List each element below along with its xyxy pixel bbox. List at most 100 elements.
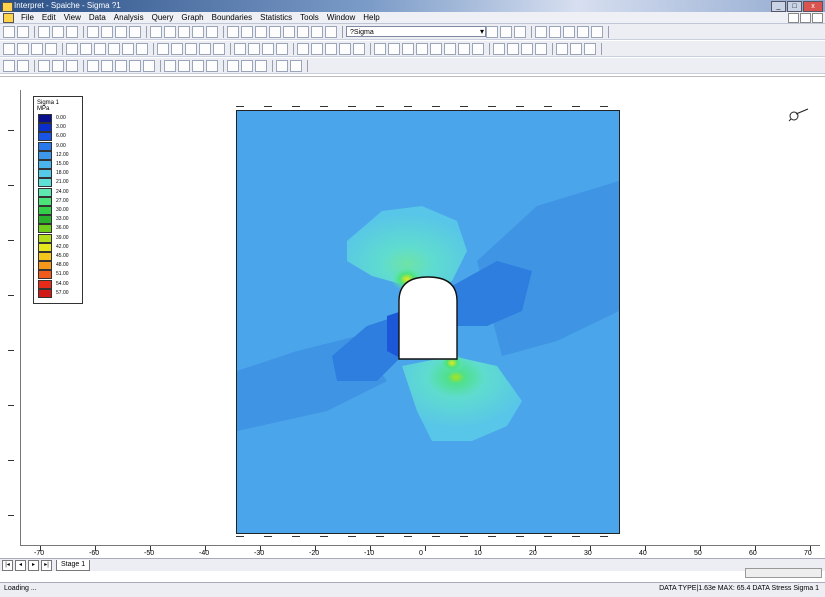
tb2-tool-button[interactable] <box>66 42 78 55</box>
tb2-tool-button[interactable] <box>311 42 323 55</box>
tb2-tool-button[interactable] <box>493 42 505 55</box>
tb2-tool-button[interactable] <box>458 42 470 55</box>
tb1-tool-button[interactable] <box>311 25 323 38</box>
tb2-tool-button[interactable] <box>584 42 596 55</box>
tb1-tool-button[interactable] <box>255 25 267 38</box>
tb2-tool-button[interactable] <box>234 42 246 55</box>
tb1-tool-button[interactable] <box>591 25 603 38</box>
tb2-tool-button[interactable] <box>171 42 183 55</box>
tb2-tool-button[interactable] <box>157 42 169 55</box>
tb1-tool-button[interactable] <box>535 25 547 38</box>
tb2-tool-button[interactable] <box>276 42 288 55</box>
mdi-restore-button[interactable] <box>800 13 811 23</box>
tb2-tool-button[interactable] <box>353 42 365 55</box>
tb3-tool-button[interactable] <box>17 59 29 72</box>
menu-boundaries[interactable]: Boundaries <box>211 13 253 22</box>
tb2-tool-button[interactable] <box>31 42 43 55</box>
tb2-tool-button[interactable] <box>108 42 120 55</box>
tb1-tool-button[interactable] <box>227 25 239 38</box>
tb2-tool-button[interactable] <box>185 42 197 55</box>
tb3-tool-button[interactable] <box>143 59 155 72</box>
tb3-tool-button[interactable] <box>115 59 127 72</box>
tb1-tool-button[interactable] <box>38 25 50 38</box>
close-button[interactable]: x <box>803 1 823 12</box>
tb3-tool-button[interactable] <box>164 59 176 72</box>
menu-graph[interactable]: Graph <box>181 13 204 22</box>
tb3-tool-button[interactable] <box>101 59 113 72</box>
first-tab-button[interactable]: |◂ <box>2 559 13 571</box>
tb3-tool-button[interactable] <box>290 59 302 72</box>
tb3-tool-button[interactable] <box>38 59 50 72</box>
stress-contour-plot[interactable] <box>236 110 620 534</box>
tb2-tool-button[interactable] <box>416 42 428 55</box>
tb2-tool-button[interactable] <box>45 42 57 55</box>
menu-tools[interactable]: Tools <box>300 13 319 22</box>
tb1-tool-button[interactable] <box>486 25 498 38</box>
tb2-tool-button[interactable] <box>3 42 15 55</box>
tb1-tool-button[interactable] <box>115 25 127 38</box>
tb2-tool-button[interactable] <box>199 42 211 55</box>
tb1-tool-button[interactable] <box>325 25 337 38</box>
tb3-tool-button[interactable] <box>52 59 64 72</box>
data-type-select[interactable]: ?Sigma <box>346 26 486 37</box>
menu-window[interactable]: Window <box>326 13 356 22</box>
tb3-tool-button[interactable] <box>129 59 141 72</box>
horizontal-scrollbar[interactable] <box>745 568 822 578</box>
tb2-tool-button[interactable] <box>535 42 547 55</box>
tb1-tool-button[interactable] <box>297 25 309 38</box>
tab-stage-1[interactable]: Stage 1 <box>56 559 91 571</box>
menu-data[interactable]: Data <box>88 13 106 22</box>
tb3-tool-button[interactable] <box>206 59 218 72</box>
tb1-tool-button[interactable] <box>101 25 113 38</box>
menu-view[interactable]: View <box>63 13 81 22</box>
tb2-tool-button[interactable] <box>248 42 260 55</box>
tb1-tool-button[interactable] <box>66 25 78 38</box>
tb2-tool-button[interactable] <box>80 42 92 55</box>
tb2-tool-button[interactable] <box>122 42 134 55</box>
tb3-tool-button[interactable] <box>178 59 190 72</box>
tb1-tool-button[interactable] <box>87 25 99 38</box>
tb1-tool-button[interactable] <box>52 25 64 38</box>
tb3-tool-button[interactable] <box>241 59 253 72</box>
tb2-tool-button[interactable] <box>507 42 519 55</box>
tb2-tool-button[interactable] <box>94 42 106 55</box>
mdi-minimize-button[interactable] <box>788 13 799 23</box>
tb1-tool-button[interactable] <box>164 25 176 38</box>
tb1-tool-button[interactable] <box>269 25 281 38</box>
tb2-tool-button[interactable] <box>213 42 225 55</box>
contour-legend[interactable]: Sigma 1 MPa 0.00 3.00 6.00 9.00 12.00 15.00 18… <box>33 96 83 304</box>
tb1-tool-button[interactable] <box>549 25 561 38</box>
menu-statistics[interactable]: Statistics <box>260 13 293 22</box>
tb1-tool-button[interactable] <box>500 25 512 38</box>
document-icon[interactable] <box>3 12 14 23</box>
tb2-tool-button[interactable] <box>374 42 386 55</box>
menu-query[interactable]: Query <box>151 13 174 22</box>
tb1-tool-button[interactable] <box>283 25 295 38</box>
tb1-tool-button[interactable] <box>577 25 589 38</box>
tb1-tool-button[interactable] <box>150 25 162 38</box>
tb2-tool-button[interactable] <box>388 42 400 55</box>
tb1-tool-button[interactable] <box>178 25 190 38</box>
prev-tab-button[interactable]: ◂ <box>15 559 26 571</box>
menu-analysis[interactable]: Analysis <box>113 13 144 22</box>
tb2-tool-button[interactable] <box>521 42 533 55</box>
tb2-tool-button[interactable] <box>339 42 351 55</box>
tb1-tool-button[interactable] <box>206 25 218 38</box>
tb1-tool-button[interactable] <box>514 25 526 38</box>
tb1-tool-button[interactable] <box>129 25 141 38</box>
minimize-button[interactable]: _ <box>771 1 786 12</box>
tb3-tool-button[interactable] <box>3 59 15 72</box>
tb2-tool-button[interactable] <box>402 42 414 55</box>
last-tab-button[interactable]: ▸| <box>41 559 52 571</box>
mdi-close-button[interactable] <box>812 13 823 23</box>
maximize-button[interactable]: □ <box>787 1 802 12</box>
menu-file[interactable]: File <box>21 13 34 22</box>
tb1-tool-button[interactable] <box>192 25 204 38</box>
tb3-tool-button[interactable] <box>227 59 239 72</box>
tb3-tool-button[interactable] <box>255 59 267 72</box>
tb2-tool-button[interactable] <box>430 42 442 55</box>
tb1-tool-button[interactable] <box>241 25 253 38</box>
tb2-tool-button[interactable] <box>472 42 484 55</box>
tb3-tool-button[interactable] <box>276 59 288 72</box>
tb1-tool-button[interactable] <box>17 25 29 38</box>
